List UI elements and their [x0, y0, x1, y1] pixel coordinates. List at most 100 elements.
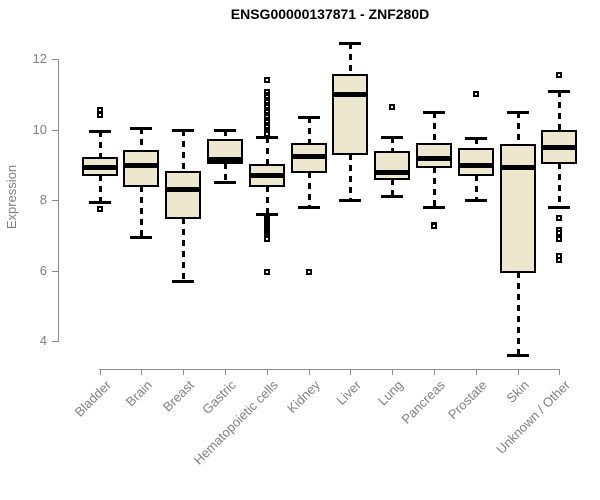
median-line	[206, 157, 243, 163]
lower-whisker-cap	[297, 206, 320, 210]
lower-whisker-cap	[381, 195, 404, 199]
y-tick	[52, 129, 59, 131]
x-tick	[517, 369, 519, 375]
lower-whisker-cap	[506, 354, 529, 358]
outlier-point	[96, 205, 103, 212]
upper-whisker	[349, 43, 353, 75]
upper-whisker	[223, 129, 227, 141]
lower-whisker	[140, 185, 144, 237]
outlier-point	[96, 107, 103, 114]
iqr-box	[165, 170, 202, 219]
x-tick	[392, 369, 394, 375]
lower-whisker	[307, 171, 311, 208]
x-tick	[559, 369, 561, 375]
outlier-point	[96, 112, 103, 119]
x-tick	[433, 369, 435, 375]
chart-title: ENSG00000137871 - ZNF280D	[230, 6, 430, 22]
upper-whisker	[558, 90, 562, 132]
iqr-box	[415, 142, 452, 168]
lower-whisker-cap	[255, 213, 278, 217]
upper-whisker-cap	[464, 137, 487, 141]
median-line	[248, 173, 285, 179]
outlier-point	[556, 71, 563, 78]
lower-whisker	[98, 175, 102, 202]
lower-whisker-cap	[464, 199, 487, 202]
iqr-box	[332, 73, 369, 156]
upper-whisker-cap	[172, 128, 195, 132]
median-line	[165, 187, 202, 193]
y-tick	[52, 59, 59, 60]
y-tick-label: 4	[39, 333, 47, 348]
upper-whisker-cap	[381, 135, 404, 139]
x-tick	[99, 369, 101, 375]
y-tick	[52, 270, 59, 272]
x-tick	[308, 369, 310, 375]
outlier-point	[430, 223, 437, 230]
upper-whisker-cap	[213, 128, 236, 132]
lower-whisker-cap	[422, 206, 445, 210]
outlier-point	[263, 235, 270, 242]
upper-whisker	[391, 136, 395, 153]
lower-whisker	[432, 166, 436, 208]
lower-whisker-cap	[130, 236, 153, 239]
upper-whisker	[307, 117, 311, 144]
y-tick-label: 6	[39, 262, 47, 278]
y-tick	[52, 200, 59, 201]
median-line	[81, 164, 118, 170]
median-line	[541, 145, 578, 151]
outlier-point	[305, 269, 312, 276]
upper-whisker	[432, 111, 436, 144]
y-tick-label: 8	[39, 192, 47, 207]
upper-whisker-cap	[548, 89, 571, 93]
outlier-point	[556, 230, 563, 237]
y-tick-label: 10	[32, 121, 47, 137]
lower-whisker	[474, 175, 478, 200]
lower-whisker-cap	[213, 181, 236, 185]
lower-whisker	[391, 178, 395, 197]
x-tick	[183, 369, 185, 375]
iqr-box	[457, 147, 494, 177]
median-line	[123, 162, 160, 168]
iqr-box	[374, 151, 411, 180]
median-line	[457, 162, 494, 168]
upper-whisker-cap	[339, 42, 362, 46]
iqr-box	[123, 149, 160, 187]
outlier-point	[472, 91, 479, 98]
lower-whisker-cap	[548, 206, 571, 210]
upper-whisker-cap	[130, 126, 153, 130]
y-tick	[52, 341, 59, 342]
upper-whisker	[182, 129, 186, 172]
outlier-point	[263, 77, 270, 84]
outlier-point	[263, 269, 270, 276]
outlier-point	[556, 235, 563, 242]
x-tick	[350, 369, 352, 375]
x-tick	[475, 369, 477, 375]
median-line	[499, 164, 536, 170]
median-line	[332, 92, 369, 98]
lower-whisker-cap	[339, 199, 362, 202]
outlier-point	[556, 214, 563, 221]
outlier-point	[263, 131, 270, 138]
x-tick	[141, 369, 143, 375]
x-tick	[224, 369, 226, 375]
lower-whisker-cap	[88, 200, 111, 204]
lower-whisker	[349, 154, 353, 200]
lower-whisker-cap	[172, 280, 195, 284]
x-tick	[266, 369, 268, 375]
median-line	[374, 169, 411, 175]
upper-whisker	[265, 136, 269, 165]
lower-whisker	[223, 162, 227, 183]
upper-whisker	[98, 131, 102, 158]
lower-whisker	[182, 217, 186, 282]
upper-whisker	[140, 127, 144, 151]
median-line	[290, 153, 327, 159]
x-axis-line	[99, 369, 560, 370]
upper-whisker	[516, 111, 520, 146]
lower-whisker	[558, 162, 562, 208]
upper-whisker-cap	[422, 110, 445, 114]
lower-whisker	[516, 272, 520, 356]
upper-whisker-cap	[297, 116, 320, 120]
upper-whisker-cap	[506, 110, 529, 114]
